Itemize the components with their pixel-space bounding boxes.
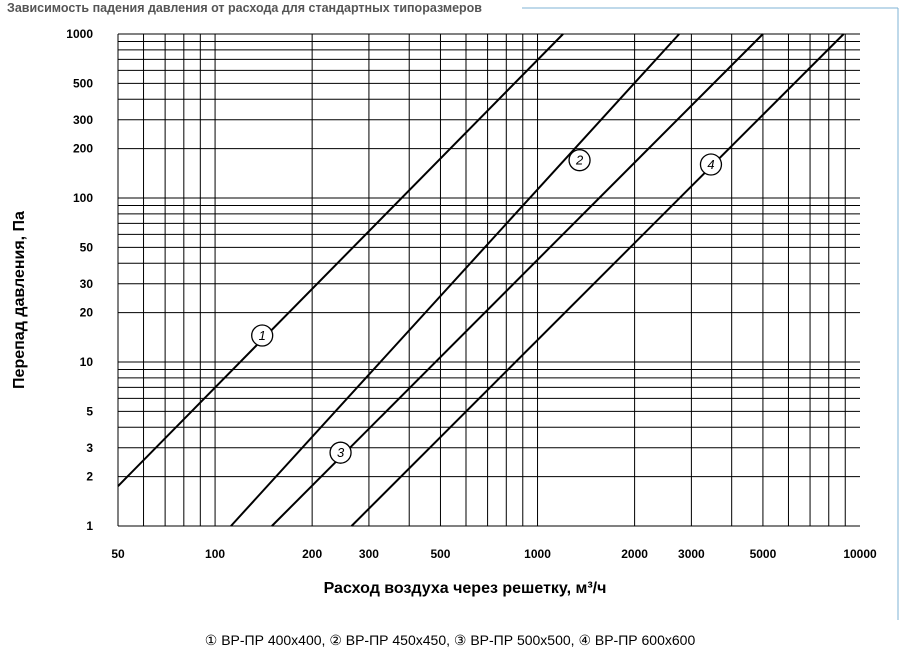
y-tick-label: 5 xyxy=(86,404,93,418)
y-axis-label: Перепад давления, Па xyxy=(11,211,28,389)
curves xyxy=(117,33,845,527)
series-marker-4 xyxy=(699,153,723,176)
y-tick-label: 50 xyxy=(80,240,94,254)
series-marker-1 xyxy=(251,324,274,347)
grid xyxy=(117,33,860,527)
series-line-4 xyxy=(350,33,845,527)
series-marker-3 xyxy=(329,441,352,464)
legend-caption: ① ВР-ПР 400х400, ② ВР-ПР 450х450, ③ ВР-П… xyxy=(204,632,696,648)
y-tick-labels: 1 2 3 5 10 20 30 50 100 200 300 500 1000 xyxy=(66,27,93,533)
y-tick-label: 2 xyxy=(86,470,93,484)
y-tick-label: 30 xyxy=(80,277,94,291)
series-line-1 xyxy=(117,33,564,487)
x-tick-label: 1000 xyxy=(524,547,551,561)
x-tick-label: 5000 xyxy=(750,547,777,561)
series-markers: 1 2 3 4 xyxy=(251,149,723,464)
x-tick-label: 500 xyxy=(430,547,450,561)
y-tick-label: 1 xyxy=(86,519,93,533)
x-tick-label: 100 xyxy=(205,547,225,561)
series-marker-label-4: 4 xyxy=(707,157,714,172)
series-line-2 xyxy=(230,33,680,527)
y-tick-label: 10 xyxy=(80,355,94,369)
series-marker-label-3: 3 xyxy=(337,445,345,460)
x-tick-label: 10000 xyxy=(843,547,877,561)
x-axis-label: Расход воздуха через решетку, м³/ч xyxy=(324,580,607,597)
y-tick-label: 200 xyxy=(73,142,93,156)
x-tick-labels: 50 100 200 300 500 1000 2000 3000 5000 10000 xyxy=(111,547,877,561)
chart-title: Зависимость падения давления от расхода … xyxy=(7,1,482,15)
y-tick-label: 300 xyxy=(73,113,93,127)
y-tick-label: 500 xyxy=(73,76,93,90)
series-marker-2 xyxy=(568,149,591,172)
x-tick-label: 200 xyxy=(302,547,322,561)
y-tick-label: 100 xyxy=(73,191,93,205)
series-line-3 xyxy=(271,33,764,527)
y-tick-label: 20 xyxy=(80,306,94,320)
y-tick-label: 3 xyxy=(86,441,93,455)
series-marker-label-2: 2 xyxy=(575,153,584,168)
y-tick-label: 1000 xyxy=(66,27,93,41)
x-tick-label: 2000 xyxy=(621,547,648,561)
x-tick-label: 3000 xyxy=(678,547,705,561)
x-tick-label: 50 xyxy=(111,547,125,561)
series-marker-label-1: 1 xyxy=(259,328,266,343)
x-tick-label: 300 xyxy=(359,547,379,561)
